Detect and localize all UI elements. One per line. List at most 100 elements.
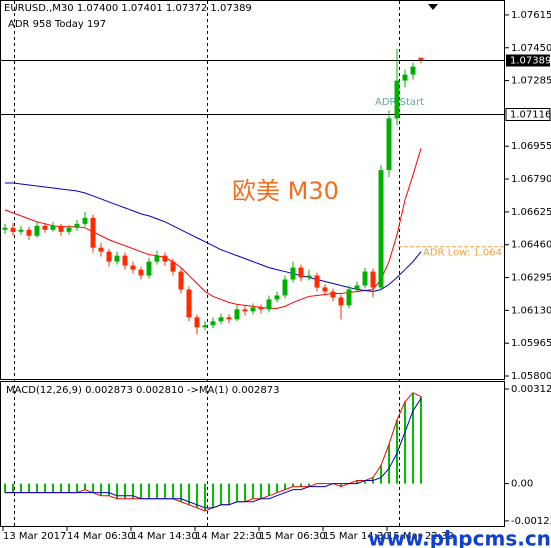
- candle-body: [314, 275, 320, 288]
- main-panel-frame: [0, 0, 505, 380]
- macd-bar: [284, 483, 286, 490]
- y-tick-label: 1.07615: [511, 10, 551, 21]
- macd-bar: [228, 483, 230, 505]
- macd-bar: [52, 483, 54, 493]
- macd-bar: [204, 483, 206, 511]
- macd-bar: [140, 483, 142, 499]
- macd-bar: [156, 483, 158, 499]
- y-tick-label: 1.06790: [511, 174, 551, 185]
- candle-body: [410, 66, 416, 75]
- macd-bar: [404, 401, 406, 484]
- macd-bar: [268, 483, 270, 496]
- macd-bar: [244, 483, 246, 502]
- macd-bar: [132, 483, 134, 499]
- candle-body: [18, 229, 24, 232]
- y-tick-label: 0.003122: [511, 384, 551, 395]
- macd-bar: [308, 483, 310, 487]
- chart-header: EURUSD.,M30 1.07400 1.07401 1.07372 1.07…: [4, 3, 252, 14]
- macd-bar: [396, 419, 398, 484]
- candle-body: [202, 325, 208, 328]
- candle-body: [42, 225, 48, 230]
- macd-bar: [292, 483, 294, 487]
- candle-body: [290, 267, 296, 280]
- macd-bar: [148, 483, 150, 499]
- x-tick-label: 15 Mar 14:30: [323, 531, 390, 542]
- macd-panel-frame: [0, 381, 505, 527]
- macd-bar: [276, 483, 278, 493]
- macd-bar: [84, 483, 86, 490]
- y-tick-label: 1.06625: [511, 207, 551, 218]
- annotation: 欧美 M30: [232, 177, 339, 205]
- price-label-box: [506, 54, 550, 67]
- macd-bar: [188, 483, 190, 505]
- candle-body: [322, 287, 328, 292]
- macd-bar: [236, 483, 238, 502]
- x-tick-label: 14 Mar 14:30: [131, 531, 198, 542]
- moving-average: [4, 148, 422, 309]
- adr-start-label: ADR Start: [375, 97, 424, 108]
- macd-bar: [100, 483, 102, 496]
- macd-bar: [212, 483, 214, 508]
- shift-marker: [428, 4, 438, 10]
- candle-body: [122, 255, 128, 266]
- candle-body: [298, 267, 304, 278]
- candle-body: [242, 309, 248, 312]
- macd-bar: [364, 480, 366, 484]
- y-tick-label: 1.06130: [511, 305, 551, 316]
- level-label-box: [505, 108, 551, 121]
- candle-body: [90, 217, 96, 248]
- macd-bar: [60, 483, 62, 493]
- candle-body: [98, 247, 104, 252]
- signal-line: [5, 398, 422, 509]
- y-tick-label: 1.06955: [511, 141, 551, 152]
- candle-body: [226, 317, 232, 320]
- candle-body: [130, 265, 136, 270]
- candle-body: [162, 255, 168, 262]
- candle-body: [170, 261, 176, 272]
- candle-body: [394, 80, 400, 119]
- y-tick-label: 1.07285: [511, 76, 551, 87]
- macd-bar: [252, 483, 254, 499]
- adr-low-label: ADR Low: 1.064: [423, 248, 502, 259]
- candle-body: [378, 170, 384, 288]
- macd-bar: [108, 483, 110, 496]
- candle-body: [10, 227, 16, 232]
- candle-body: [258, 307, 264, 310]
- y-tick-label: 1.05965: [511, 338, 551, 349]
- macd-header: MACD(12,26,9) 0.002873 0.002810 ->MA(1) …: [6, 385, 279, 396]
- y-tick-label: 1.06460: [511, 240, 551, 251]
- macd-bar: [116, 483, 118, 499]
- candle-body: [210, 321, 216, 326]
- y-tick-label: 1.05800: [511, 371, 551, 382]
- watermark: www.phpcms.cn: [368, 527, 551, 548]
- macd-bar: [388, 444, 390, 484]
- x-tick-label: 15 Mar 22:30: [387, 531, 454, 542]
- macd-bar: [68, 483, 70, 493]
- candle-body: [338, 297, 344, 306]
- macd-bar: [36, 483, 38, 493]
- candle-body: [74, 223, 80, 228]
- y-tick-label: 1.07450: [511, 43, 551, 54]
- candle-body: [218, 317, 224, 322]
- macd-bar: [180, 483, 182, 502]
- candle-body: [402, 74, 408, 81]
- candle-body: [282, 279, 288, 296]
- candle-body: [266, 299, 272, 310]
- candle-body: [146, 261, 152, 276]
- y-tick-label: 1.06295: [511, 273, 551, 284]
- candle-body: [346, 289, 352, 306]
- macd-bar: [44, 483, 46, 493]
- candle-body: [194, 317, 200, 328]
- candle-body: [114, 255, 120, 262]
- macd-bar: [124, 483, 126, 499]
- candle-body: [386, 118, 392, 171]
- macd-bar: [164, 483, 166, 499]
- macd-bar: [12, 483, 14, 493]
- x-tick-label: 15 Mar 06:30: [259, 531, 326, 542]
- candle-body: [106, 251, 112, 262]
- macd-bar: [196, 483, 198, 508]
- candle-body: [82, 217, 88, 224]
- macd-bar: [420, 396, 422, 484]
